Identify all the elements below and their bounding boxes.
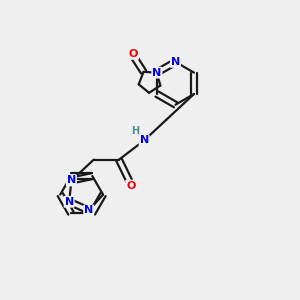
Text: H: H xyxy=(131,126,139,136)
Text: N: N xyxy=(140,135,149,146)
Text: N: N xyxy=(171,57,180,67)
Text: N: N xyxy=(64,197,74,207)
Text: N: N xyxy=(67,176,76,185)
Text: O: O xyxy=(129,49,138,59)
Text: O: O xyxy=(126,181,136,190)
Text: N: N xyxy=(152,68,161,78)
Text: N: N xyxy=(84,206,93,215)
